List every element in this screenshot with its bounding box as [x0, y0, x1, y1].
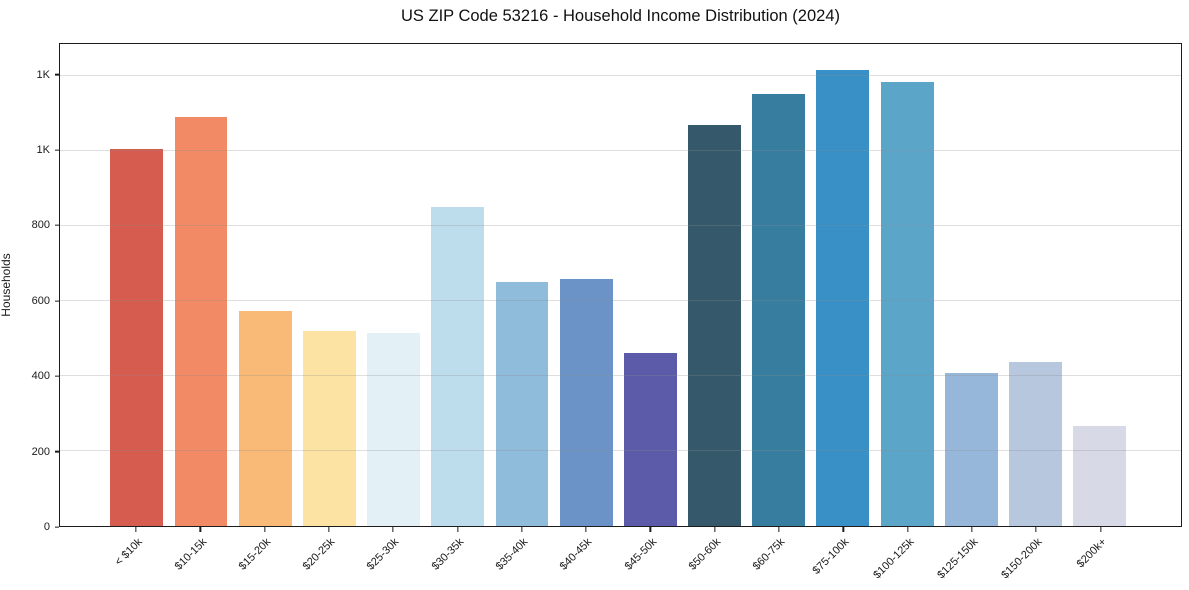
gridline-800: [60, 224, 1181, 226]
y-tick-label: 800: [31, 219, 50, 232]
bar-$60-75k: [752, 93, 806, 526]
chart-title: US ZIP Code 53216 - Household Income Dis…: [400, 7, 840, 25]
bar-$200k+: [1073, 426, 1127, 526]
x-tick-mark: [328, 527, 330, 532]
x-tick-label: $25-30k: [365, 536, 402, 573]
x-tick-label: $50-60k: [686, 536, 724, 573]
y-tick-label: 200: [31, 445, 50, 458]
x-tick-label: $10-15k: [172, 536, 209, 573]
y-tick-mark: [54, 224, 59, 227]
x-tick-label: $150-200k: [999, 536, 1045, 582]
y-tick-label: 0: [43, 521, 50, 533]
y-tick-label: 400: [31, 370, 50, 383]
bar-$150-200k: [1009, 361, 1062, 526]
y-tick-mark: [54, 450, 59, 453]
gridline-1000: [60, 149, 1181, 151]
bar-$30-35k: [431, 206, 485, 526]
x-tick-mark: [842, 527, 844, 532]
y-axis-ticks: 0 200 400 600 800 1K 1K: [0, 43, 59, 533]
gridline-600: [60, 299, 1181, 301]
x-tick-label: $75-100k: [810, 536, 852, 577]
x-tick-mark: [135, 527, 137, 532]
bar-$25-30k: [367, 333, 421, 526]
plot-area: [59, 43, 1182, 527]
bar-$125-150k: [944, 372, 998, 526]
x-tick-mark: [1035, 527, 1037, 532]
x-tick-mark: [199, 527, 201, 532]
x-tick-mark: [585, 527, 587, 532]
x-tick-label: $35-40k: [493, 536, 531, 573]
gridline-200: [60, 449, 1181, 451]
gridline-1200: [60, 74, 1181, 76]
bar-$10-15k: [174, 116, 228, 526]
x-tick-label: $125-150k: [935, 536, 981, 582]
y-tick-label: 1K: [36, 144, 50, 157]
x-tick-label: $30-35k: [429, 536, 466, 573]
gridline-400: [60, 374, 1181, 376]
y-tick-mark: [54, 300, 59, 302]
y-tick-mark: [54, 375, 59, 377]
x-axis-ticks: < $10k $10-15k $15-20k $20-25k $25-30k $30-35…: [59, 527, 1182, 590]
x-tick-mark: [263, 527, 266, 532]
y-tick-label: 600: [31, 294, 50, 307]
bar-$35-40k: [495, 281, 549, 526]
bar-< $10k: [110, 148, 164, 526]
bar-$45-50k: [623, 352, 677, 526]
x-tick-mark: [521, 527, 523, 532]
bar-$20-25k: [302, 330, 356, 526]
bar-$75-100k: [816, 69, 870, 526]
x-tick-label: $40-45k: [557, 536, 595, 573]
x-tick-mark: [778, 527, 780, 532]
x-tick-label: $100-125k: [870, 536, 917, 582]
x-tick-mark: [392, 527, 394, 532]
bar-$40-45k: [559, 279, 613, 526]
y-tick-mark: [54, 74, 59, 76]
x-tick-mark: [1099, 527, 1102, 532]
x-tick-label: $60-75k: [750, 536, 788, 573]
y-tick-mark: [54, 149, 59, 151]
y-tick-label: 1K: [36, 68, 50, 81]
x-tick-mark: [971, 527, 973, 532]
x-tick-label: < $10k: [112, 536, 145, 569]
x-tick-mark: [649, 527, 652, 532]
x-tick-label: $45-50k: [622, 536, 659, 573]
x-tick-mark: [906, 527, 909, 532]
bar-$100-125k: [880, 82, 934, 526]
x-tick-mark: [714, 527, 716, 532]
x-tick-label: $200k+: [1074, 536, 1110, 571]
bar-$50-60k: [688, 125, 741, 526]
x-tick-mark: [456, 527, 459, 532]
x-tick-label: $15-20k: [236, 536, 274, 573]
x-tick-label: $20-25k: [300, 536, 338, 573]
y-tick-mark: [54, 526, 59, 528]
bar-$15-20k: [238, 310, 292, 526]
